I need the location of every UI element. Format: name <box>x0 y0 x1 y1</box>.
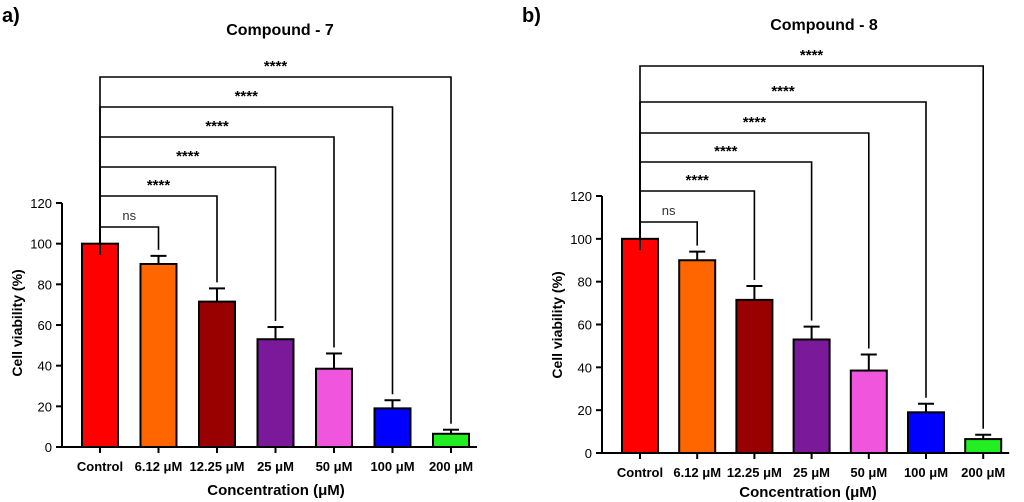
panel-label-a: a) <box>2 5 20 27</box>
y-tick-label: 100 <box>30 237 52 252</box>
x-tick-label: 6.12 μM <box>135 459 183 474</box>
y-axis-label-a: Cell viability (%) <box>9 269 25 376</box>
bar <box>256 338 295 449</box>
y-tick-label: 20 <box>578 403 592 418</box>
bar <box>964 438 1003 454</box>
bar <box>678 259 717 454</box>
bar <box>81 242 119 448</box>
x-tick-label: 100 μM <box>904 465 948 480</box>
x-tick-label: 12.25 μM <box>727 465 782 480</box>
significance-bracket <box>99 166 277 322</box>
bar <box>198 300 236 448</box>
significance-label: **** <box>714 143 738 160</box>
bar <box>315 367 353 449</box>
plot-area-b: 0 20 40 60 80 100 120 Control 6.12 μM 12.25 μM 25 … <box>570 47 1010 480</box>
x-tick-label: Control <box>77 459 123 474</box>
y-tick-label: 80 <box>38 277 52 292</box>
y-axis-label-b: Cell viability (%) <box>549 271 565 378</box>
significance-label: **** <box>235 88 259 105</box>
significance-label: **** <box>176 148 200 165</box>
panel-label-b: b) <box>522 5 541 27</box>
bar <box>907 411 945 454</box>
y-tick-label: 0 <box>585 446 592 461</box>
significance-label: **** <box>800 47 824 64</box>
significance-label: **** <box>205 118 229 135</box>
y-tick-label: 80 <box>578 275 592 290</box>
significance-label: ns <box>122 208 136 223</box>
bar <box>735 298 774 454</box>
x-tick-label: 50 μM <box>316 459 353 474</box>
significance-bracket <box>639 65 985 429</box>
chart-title-b: Compound - 8 <box>770 17 878 34</box>
y-tick-label: 120 <box>30 196 52 211</box>
bar <box>432 432 470 448</box>
x-tick-label: Control <box>617 465 663 480</box>
significance-label: ns <box>662 203 676 218</box>
x-tick-label: 200 μM <box>429 459 473 474</box>
significance-label: **** <box>147 177 171 194</box>
x-tick-label: 200 μM <box>961 465 1005 480</box>
chart-title-a: Compound - 7 <box>226 22 334 39</box>
x-tick-label: 100 μM <box>370 459 414 474</box>
significance-label: **** <box>264 58 288 75</box>
significance-label: **** <box>743 114 767 131</box>
significance-label: **** <box>686 172 710 189</box>
x-tick-label: 25 μM <box>793 465 830 480</box>
y-tick-label: 60 <box>578 318 592 333</box>
plot-area-a: 0 20 40 60 80 100 120 Control 6.12 μM 12.25 μM 25 … <box>30 58 477 474</box>
y-tick-label: 40 <box>578 360 592 375</box>
bar <box>792 338 831 454</box>
bar <box>373 407 412 449</box>
x-tick-label: 25 μM <box>257 459 294 474</box>
significance-label: **** <box>771 83 795 100</box>
bar <box>139 263 178 448</box>
y-tick-label: 40 <box>38 359 52 374</box>
y-tick-label: 60 <box>38 318 52 333</box>
bar <box>621 237 659 454</box>
x-tick-label: 6.12 μM <box>673 465 721 480</box>
x-axis-label-a: Concentration (μM) <box>207 482 345 499</box>
y-tick-label: 100 <box>570 232 592 247</box>
x-tick-label: 50 μM <box>850 465 887 480</box>
chart-panel-b: b) Compound - 8 Cell viability (%) Conce… <box>522 5 1010 501</box>
chart-panel-a: a) Compound - 7 Cell viability (%) Conce… <box>2 5 477 499</box>
x-axis-label-b: Concentration (μM) <box>739 484 877 501</box>
y-tick-label: 120 <box>570 189 592 204</box>
y-tick-label: 20 <box>38 399 52 414</box>
y-tick-label: 0 <box>45 440 52 455</box>
bar <box>849 369 888 455</box>
significance-bracket <box>639 161 813 321</box>
x-tick-label: 12.25 μM <box>190 459 245 474</box>
significance-bracket <box>99 76 452 424</box>
